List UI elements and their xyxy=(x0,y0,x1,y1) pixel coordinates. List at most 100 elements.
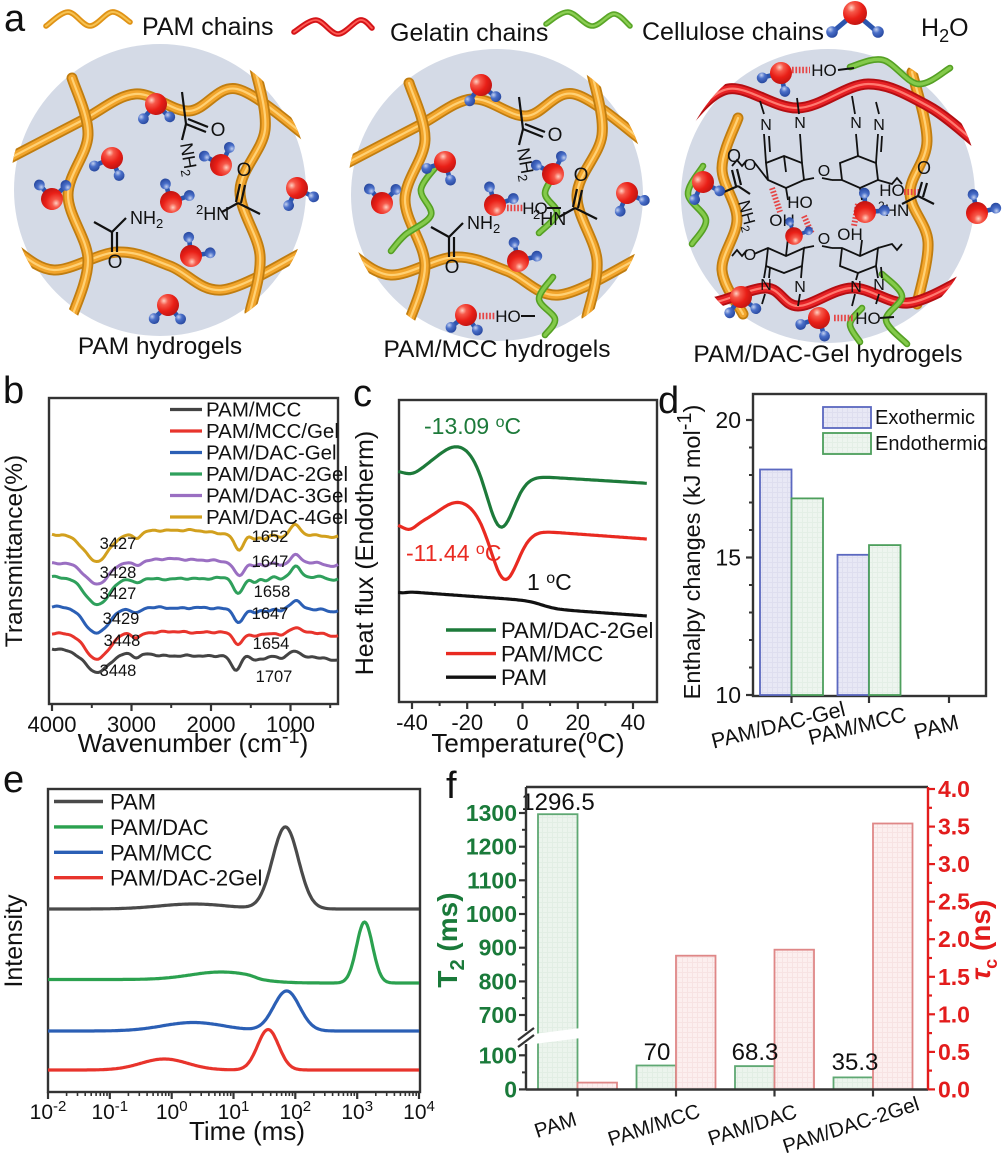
svg-text:Time (ms): Time (ms) xyxy=(189,1116,305,1146)
svg-text:N: N xyxy=(850,115,862,132)
svg-text:-20: -20 xyxy=(451,710,483,735)
svg-text:PAM/DAC-Gel: PAM/DAC-Gel xyxy=(206,442,337,465)
svg-text:N: N xyxy=(760,117,772,134)
svg-text:c: c xyxy=(353,373,372,415)
svg-text:PAM/DAC-4Gel: PAM/DAC-4Gel xyxy=(206,506,348,529)
svg-text:PAM chains: PAM chains xyxy=(142,13,274,41)
svg-text:O: O xyxy=(237,160,252,181)
svg-text:N: N xyxy=(873,117,885,134)
svg-text:O: O xyxy=(108,252,123,273)
svg-text:68.3: 68.3 xyxy=(732,1039,779,1066)
svg-text:PAM hydrogels: PAM hydrogels xyxy=(78,333,242,360)
svg-text:2000: 2000 xyxy=(187,712,236,737)
svg-text:PAM: PAM xyxy=(501,665,547,690)
svg-text:4.0: 4.0 xyxy=(938,776,970,802)
svg-text:b: b xyxy=(3,370,24,412)
svg-text:O: O xyxy=(445,257,460,278)
svg-text:O: O xyxy=(917,158,931,178)
svg-text:N: N xyxy=(794,115,806,132)
svg-text:τc (ns): τc (ns) xyxy=(965,900,1001,981)
svg-text:700: 700 xyxy=(479,1002,517,1028)
svg-text:PAM/MCC: PAM/MCC xyxy=(501,642,603,667)
svg-text:0: 0 xyxy=(504,1076,517,1102)
svg-text:HO: HO xyxy=(879,181,905,200)
svg-text:1654: 1654 xyxy=(253,635,290,653)
svg-text:NH2: NH2 xyxy=(467,213,500,236)
svg-text:10-1: 10-1 xyxy=(91,1098,128,1124)
svg-text:f: f xyxy=(446,765,457,807)
svg-text:70: 70 xyxy=(644,1039,671,1066)
svg-text:1000: 1000 xyxy=(466,901,517,927)
svg-text:10: 10 xyxy=(715,682,741,708)
svg-text:2.5: 2.5 xyxy=(938,889,970,915)
svg-text:20: 20 xyxy=(715,407,741,433)
svg-text:O: O xyxy=(744,157,756,174)
svg-text:1100: 1100 xyxy=(467,867,517,893)
svg-text:1647: 1647 xyxy=(252,605,289,623)
svg-text:HO: HO xyxy=(787,193,813,212)
svg-text:HO: HO xyxy=(855,309,881,328)
svg-text:3.0: 3.0 xyxy=(938,851,970,877)
svg-text:O: O xyxy=(727,146,741,166)
svg-text:15: 15 xyxy=(715,545,741,571)
svg-text:Endothermic: Endothermic xyxy=(875,433,987,455)
svg-text:HO: HO xyxy=(495,307,521,326)
svg-text:1658: 1658 xyxy=(254,583,291,601)
svg-text:40: 40 xyxy=(621,710,645,735)
svg-text:Cellulose chains: Cellulose chains xyxy=(642,18,824,46)
svg-text:Transmittance(%): Transmittance(%) xyxy=(1,455,28,647)
svg-text:PAM/DAC-2Gel: PAM/DAC-2Gel xyxy=(206,463,348,486)
svg-text:20: 20 xyxy=(566,710,590,735)
svg-text:Enthalpy changes (kJ mol-1): Enthalpy changes (kJ mol-1) xyxy=(674,405,705,700)
svg-text:OH: OH xyxy=(837,225,863,244)
svg-text:O: O xyxy=(818,231,830,248)
svg-text:1707: 1707 xyxy=(256,668,293,686)
svg-text:HO: HO xyxy=(811,61,837,80)
svg-text:3448: 3448 xyxy=(100,662,137,680)
svg-text:PAM: PAM xyxy=(110,790,156,815)
svg-text:2HN: 2HN xyxy=(196,202,229,224)
svg-text:3000: 3000 xyxy=(107,712,156,737)
svg-text:N: N xyxy=(873,277,885,294)
svg-text:1300: 1300 xyxy=(466,800,517,826)
svg-text:N: N xyxy=(760,277,772,294)
svg-text:PAM/MCC hydrogels: PAM/MCC hydrogels xyxy=(384,336,611,363)
svg-text:800: 800 xyxy=(479,968,517,994)
svg-text:3428: 3428 xyxy=(100,564,137,582)
svg-text:1000: 1000 xyxy=(266,712,315,737)
svg-text:-11.44 oC: -11.44 oC xyxy=(406,540,501,566)
svg-text:35.3: 35.3 xyxy=(832,1049,879,1076)
svg-text:PAM/MCC: PAM/MCC xyxy=(206,399,301,422)
svg-text:3429: 3429 xyxy=(103,610,140,628)
svg-text:PAM/DAC-2Gel: PAM/DAC-2Gel xyxy=(110,866,262,891)
svg-text:PAM/DAC-3Gel: PAM/DAC-3Gel xyxy=(206,485,348,508)
svg-text:NH2: NH2 xyxy=(130,208,163,231)
svg-text:O: O xyxy=(744,247,756,264)
svg-text:e: e xyxy=(3,759,24,801)
svg-text:0.0: 0.0 xyxy=(938,1076,970,1102)
svg-text:1296.5: 1296.5 xyxy=(521,789,594,816)
svg-text:900: 900 xyxy=(479,935,517,961)
svg-text:Heat flux (Endotherm): Heat flux (Endotherm) xyxy=(351,431,379,676)
svg-text:HO: HO xyxy=(522,199,548,218)
svg-text:N: N xyxy=(794,279,806,296)
svg-text:O: O xyxy=(211,120,226,141)
svg-text:4000: 4000 xyxy=(28,712,77,737)
svg-text:Wavenumber (cm-1): Wavenumber (cm-1) xyxy=(78,726,309,758)
svg-text:1200: 1200 xyxy=(466,834,517,860)
svg-text:PAM/DAC: PAM/DAC xyxy=(110,815,209,840)
svg-text:-40: -40 xyxy=(396,710,428,735)
svg-text:PAM/DAC-Gel hydrogels: PAM/DAC-Gel hydrogels xyxy=(693,341,962,368)
svg-text:Gelatin chains: Gelatin chains xyxy=(390,19,548,47)
svg-text:PAM/DAC-2Gel: PAM/DAC-2Gel xyxy=(501,618,653,643)
svg-text:O: O xyxy=(574,165,589,186)
svg-text:1.5: 1.5 xyxy=(938,964,970,990)
svg-text:0: 0 xyxy=(516,710,528,735)
svg-text:3427: 3427 xyxy=(100,535,137,553)
svg-text:PAM/MCC: PAM/MCC xyxy=(110,840,212,865)
svg-text:PAM/MCC/Gel: PAM/MCC/Gel xyxy=(206,420,339,443)
svg-text:N: N xyxy=(850,279,862,296)
svg-text:1652: 1652 xyxy=(252,528,289,546)
svg-text:2HN: 2HN xyxy=(533,207,566,229)
svg-text:O: O xyxy=(548,125,563,146)
